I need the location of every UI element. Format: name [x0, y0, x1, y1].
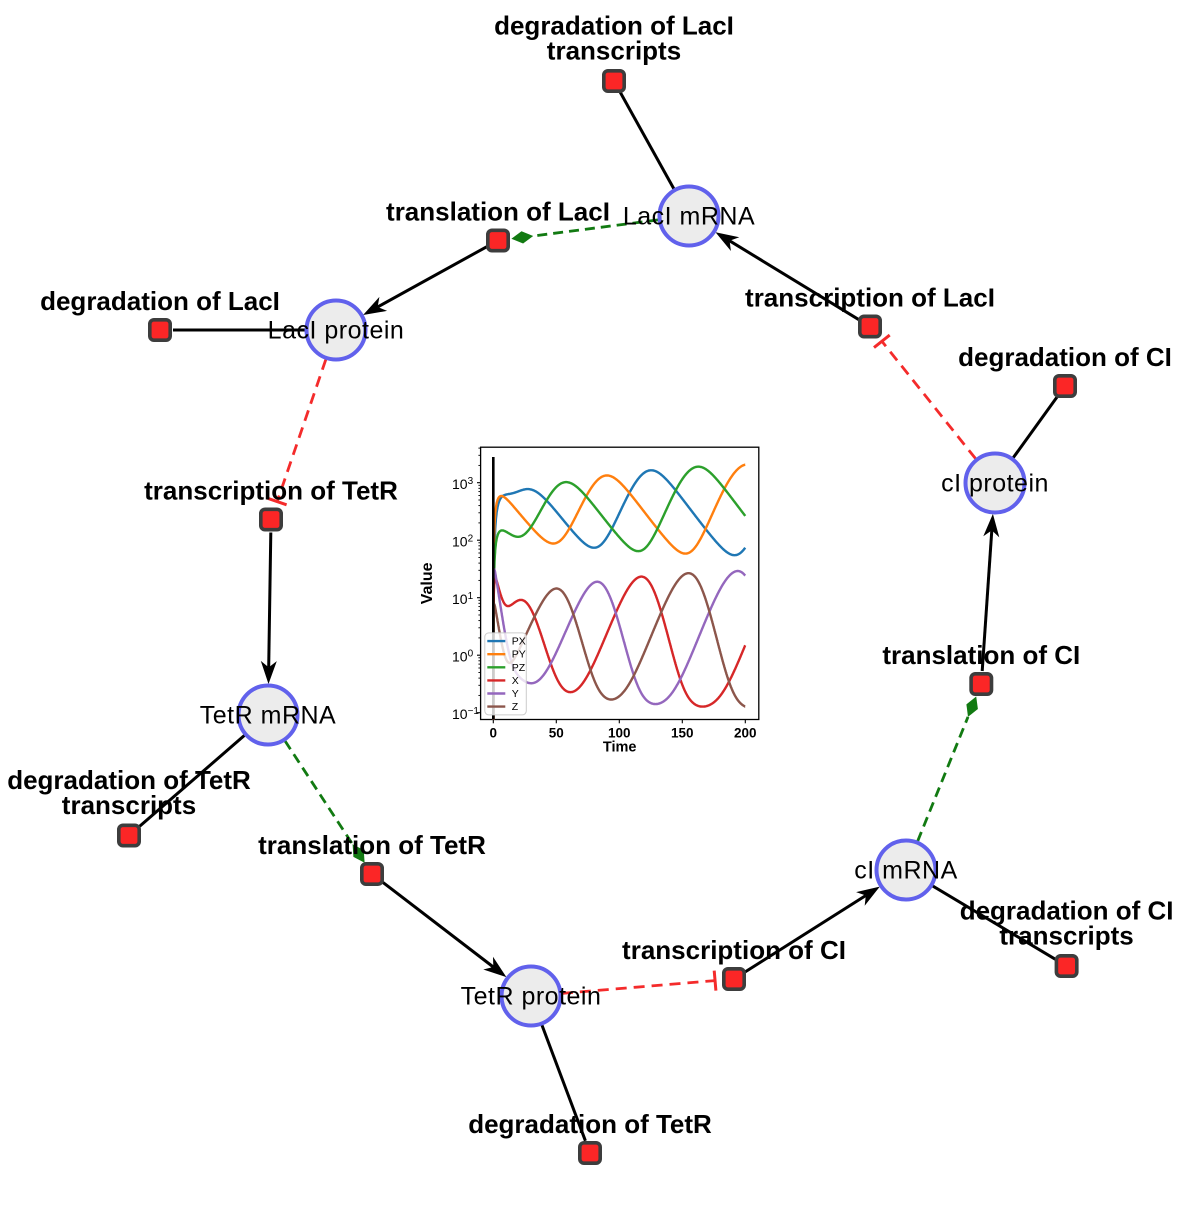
svg-text:Time: Time: [603, 740, 637, 756]
svg-text:0: 0: [468, 649, 474, 660]
svg-text:10: 10: [452, 706, 468, 722]
svg-text:2: 2: [468, 534, 474, 545]
svg-text:transcription of CI: transcription of CI: [622, 935, 846, 965]
svg-text:10: 10: [452, 591, 468, 607]
svg-text:PZ: PZ: [512, 662, 526, 674]
svg-text:10: 10: [452, 649, 468, 665]
svg-text:degradation of CI: degradation of CI: [960, 896, 1174, 926]
svg-text:Z: Z: [512, 701, 519, 713]
svg-text:PY: PY: [512, 649, 526, 661]
svg-text:cI protein: cI protein: [941, 470, 1049, 498]
svg-text:TetR mRNA: TetR mRNA: [200, 702, 336, 730]
svg-text:degradation of TetR: degradation of TetR: [468, 1109, 712, 1139]
svg-text:transcripts: transcripts: [547, 36, 681, 66]
svg-text:degradation of LacI: degradation of LacI: [494, 11, 734, 41]
svg-text:0: 0: [490, 725, 498, 740]
svg-text:translation of LacI: translation of LacI: [386, 197, 610, 227]
svg-text:translation of CI: translation of CI: [882, 640, 1080, 670]
svg-text:Y: Y: [512, 688, 519, 700]
svg-text:transcripts: transcripts: [62, 790, 196, 820]
svg-text:−1: −1: [468, 706, 480, 717]
svg-text:degradation of CI: degradation of CI: [958, 342, 1172, 372]
svg-text:X: X: [512, 675, 519, 687]
svg-text:50: 50: [549, 725, 564, 740]
svg-text:degradation of TetR: degradation of TetR: [7, 765, 251, 795]
svg-text:transcription of TetR: transcription of TetR: [144, 476, 398, 506]
svg-text:10: 10: [452, 534, 468, 550]
svg-text:Value: Value: [419, 562, 436, 604]
svg-text:1: 1: [468, 591, 474, 602]
svg-text:degradation of LacI: degradation of LacI: [40, 286, 280, 316]
svg-text:cI mRNA: cI mRNA: [854, 857, 958, 885]
svg-text:3: 3: [468, 476, 474, 487]
svg-text:150: 150: [671, 725, 694, 740]
svg-text:TetR protein: TetR protein: [461, 983, 602, 1011]
svg-text:translation of TetR: translation of TetR: [258, 830, 486, 860]
svg-text:LacI protein: LacI protein: [268, 317, 405, 345]
svg-text:10: 10: [452, 476, 468, 492]
svg-text:transcripts: transcripts: [999, 921, 1133, 951]
svg-text:LacI mRNA: LacI mRNA: [623, 203, 755, 231]
svg-text:200: 200: [734, 725, 757, 740]
svg-text:100: 100: [608, 725, 631, 740]
svg-text:transcription of LacI: transcription of LacI: [745, 283, 995, 313]
svg-text:PX: PX: [512, 636, 526, 648]
